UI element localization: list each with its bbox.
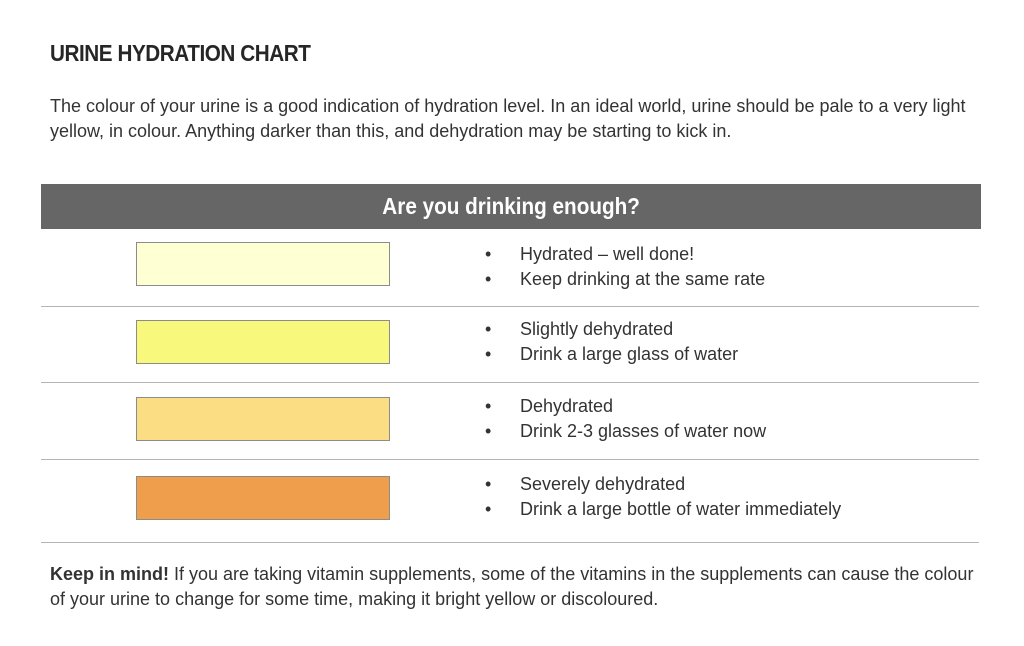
advice-text: Drink a large bottle of water immediatel… [485, 497, 841, 522]
color-swatch-dehydrated [136, 397, 390, 441]
advice-text: Drink 2-3 glasses of water now [485, 419, 766, 444]
chart-header-bar: Are you drinking enough? [41, 184, 981, 229]
color-swatch-severely-dehydrated [136, 476, 390, 520]
advice-text: Keep drinking at the same rate [485, 267, 765, 292]
vitamin-note: Keep in mind! If you are taking vitamin … [50, 562, 990, 612]
status-text: Slightly dehydrated [485, 317, 738, 342]
page-title: URINE HYDRATION CHART [50, 40, 311, 66]
hydration-row-dehydrated: Dehydrated Drink 2-3 glasses of water no… [41, 382, 979, 460]
color-swatch-hydrated [136, 242, 390, 286]
status-text: Dehydrated [485, 394, 766, 419]
status-text: Hydrated – well done! [485, 242, 765, 267]
note-lead: Keep in mind! [50, 564, 170, 584]
hydration-row-hydrated: Hydrated – well done! Keep drinking at t… [41, 229, 979, 307]
chart-header-text: Are you drinking enough? [382, 193, 640, 219]
advice-list-hydrated: Hydrated – well done! Keep drinking at t… [485, 242, 765, 292]
intro-paragraph: The colour of your urine is a good indic… [50, 96, 966, 141]
hydration-row-slightly-dehydrated: Slightly dehydrated Drink a large glass … [41, 305, 979, 383]
status-text: Severely dehydrated [485, 472, 841, 497]
color-swatch-slightly-dehydrated [136, 320, 390, 364]
advice-list-slightly-dehydrated: Slightly dehydrated Drink a large glass … [485, 317, 738, 367]
note-text: If you are taking vitamin supplements, s… [50, 564, 974, 609]
advice-text: Drink a large glass of water [485, 342, 738, 367]
hydration-row-severely-dehydrated: Severely dehydrated Drink a large bottle… [41, 459, 979, 543]
advice-list-severely-dehydrated: Severely dehydrated Drink a large bottle… [485, 472, 841, 522]
advice-list-dehydrated: Dehydrated Drink 2-3 glasses of water no… [485, 394, 766, 444]
